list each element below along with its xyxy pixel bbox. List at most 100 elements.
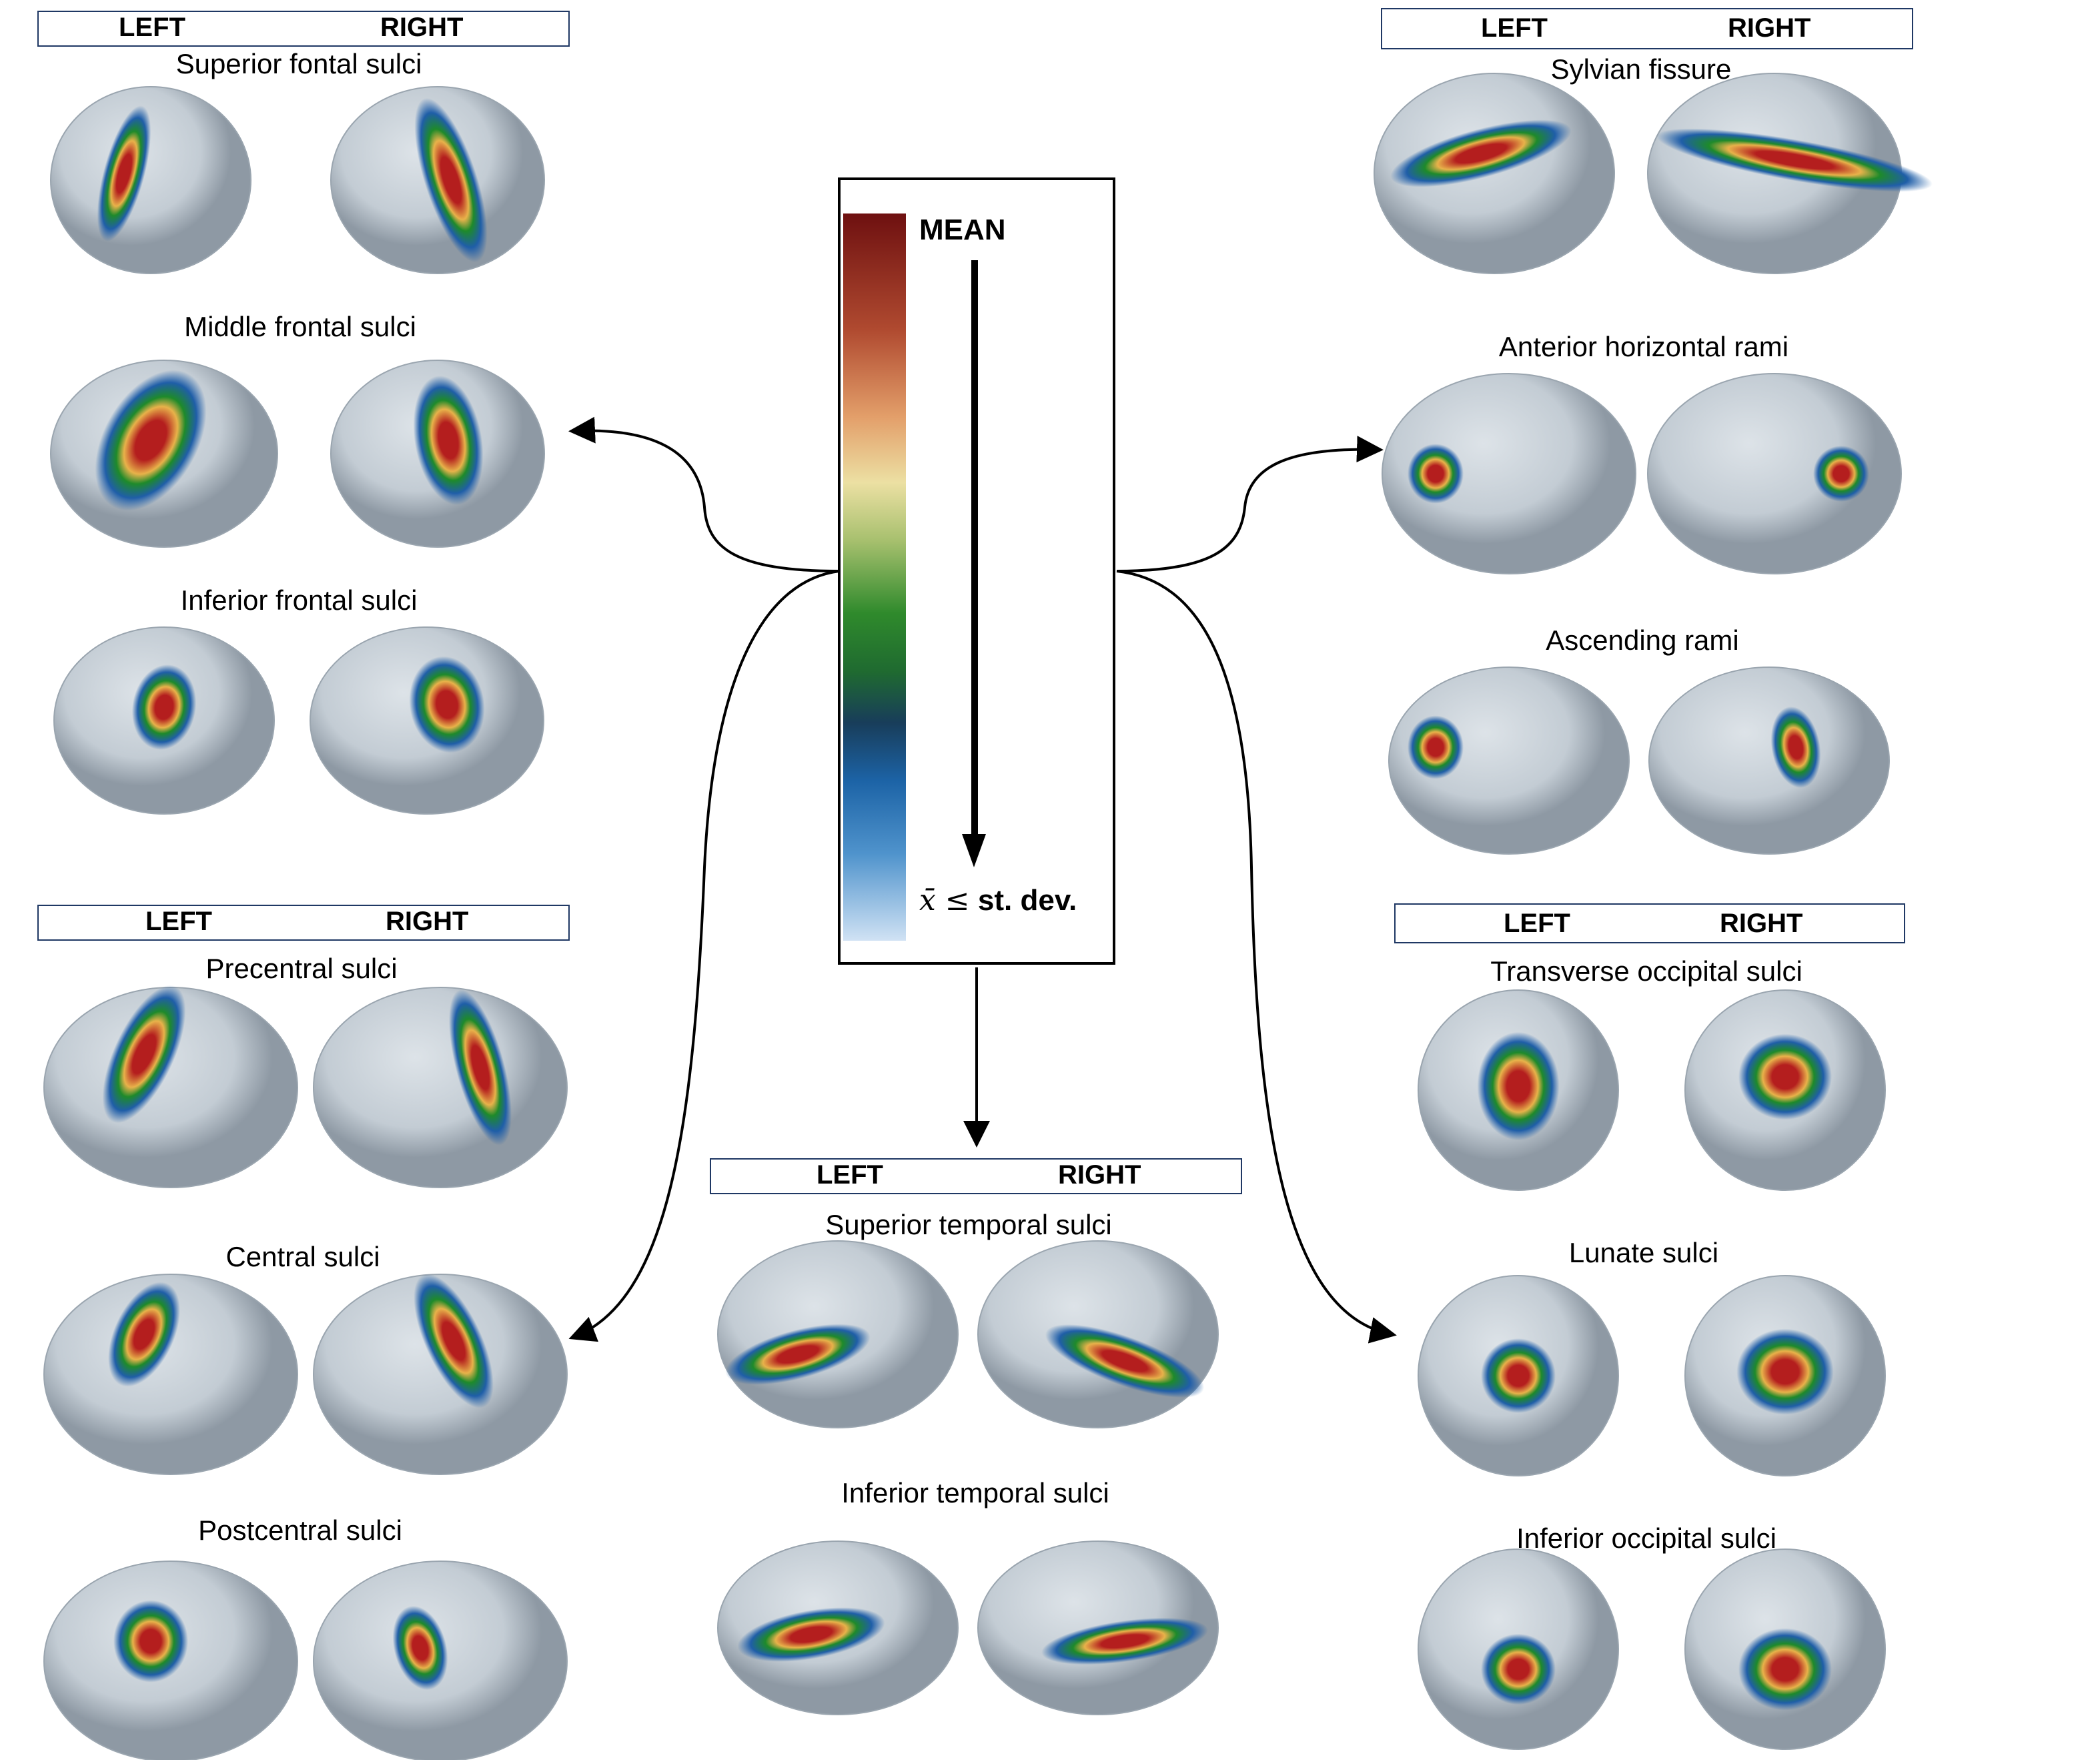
superior-frontal-sulci-left-brain bbox=[50, 86, 251, 274]
legend-mean-symbol: x̄ ≤ bbox=[919, 883, 970, 917]
anterior-horizontal-rami-left-brain bbox=[1382, 373, 1636, 574]
heatmap-blob bbox=[414, 97, 488, 263]
sylvian-fissure-left-brain bbox=[1374, 73, 1615, 274]
inferior-occipital-sulci-right-brain bbox=[1684, 1549, 1886, 1750]
postcentral-sulci-right-brain bbox=[313, 1561, 568, 1760]
header-left-label: LEFT bbox=[145, 907, 212, 936]
header-right-label: RIGHT bbox=[386, 907, 469, 936]
header-central: LEFT RIGHT bbox=[37, 905, 570, 941]
panel-title: Lunate sulci bbox=[1568, 1237, 1719, 1268]
ascending-rami-left-brain bbox=[1388, 667, 1630, 855]
central-sulci-right-brain bbox=[313, 1274, 568, 1475]
panel-title: Superior temporal sulci bbox=[825, 1209, 1112, 1240]
heatmap-blob bbox=[392, 1605, 448, 1691]
superior-temporal-sulci-right-brain bbox=[977, 1240, 1219, 1428]
middle-frontal-sulci-left-brain bbox=[50, 360, 278, 548]
postcentral-sulci-left-brain bbox=[43, 1561, 298, 1760]
legend-stdev-text: st. dev. bbox=[977, 884, 1077, 917]
heatmap-blob bbox=[108, 1282, 180, 1387]
header-left-label: LEFT bbox=[817, 1160, 883, 1190]
panel-title: Sylvian fissure bbox=[1550, 53, 1732, 85]
color-scale-bar bbox=[843, 213, 906, 941]
inferior-frontal-sulci-right-brain bbox=[310, 626, 544, 815]
brain-surface bbox=[1382, 373, 1636, 574]
header-temporal: LEFT RIGHT bbox=[710, 1158, 1242, 1194]
transverse-occipital-sulci-left-brain bbox=[1418, 989, 1619, 1191]
panel-title: Middle frontal sulci bbox=[184, 311, 416, 342]
panel-title: Ascending rami bbox=[1546, 624, 1739, 656]
panel-title: Transverse occipital sulci bbox=[1490, 955, 1802, 987]
transverse-occipital-sulci-right-brain bbox=[1684, 989, 1886, 1191]
down-arrow-icon bbox=[962, 260, 986, 867]
heatmap-blob bbox=[1656, 128, 1933, 192]
heatmap-blob bbox=[131, 665, 197, 750]
anterior-horizontal-rami-right-brain bbox=[1647, 373, 1902, 574]
heatmap-blob bbox=[1390, 119, 1572, 187]
heatmap-blob bbox=[1045, 1324, 1205, 1398]
brain-surface bbox=[1388, 667, 1630, 855]
heatmap-blob bbox=[1408, 444, 1464, 504]
color-legend: MEAN x̄ ≤ st. dev. bbox=[838, 177, 1115, 965]
precentral-sulci-right-brain bbox=[313, 987, 568, 1188]
heatmap-blob bbox=[737, 1607, 885, 1662]
heatmap-blob bbox=[413, 376, 484, 505]
lunate-sulci-right-brain bbox=[1684, 1275, 1886, 1476]
heatmap-blob bbox=[1481, 1338, 1556, 1413]
central-sulci-left-brain bbox=[43, 1274, 298, 1475]
precentral-sulci-left-brain bbox=[43, 985, 298, 1188]
header-left-label: LEFT bbox=[1481, 13, 1548, 43]
superior-frontal-sulci-right-brain bbox=[330, 86, 545, 274]
inferior-frontal-sulci-left-brain bbox=[53, 626, 275, 815]
heatmap-blob bbox=[1738, 1033, 1832, 1120]
header-right-label: RIGHT bbox=[1728, 13, 1811, 43]
panel-title: Central sulci bbox=[225, 1241, 380, 1272]
lunate-sulci-left-brain bbox=[1418, 1275, 1619, 1476]
middle-frontal-sulci-right-brain bbox=[330, 360, 545, 548]
inferior-temporal-sulci-left-brain bbox=[717, 1541, 959, 1715]
heatmap-blob bbox=[1770, 707, 1821, 788]
ascending-rami-right-brain bbox=[1648, 667, 1890, 855]
panel-title: Precentral sulci bbox=[205, 953, 398, 984]
panel-title: Inferior occipital sulci bbox=[1516, 1522, 1776, 1554]
panel-title: Anterior horizontal rami bbox=[1498, 331, 1789, 362]
heatmap-blob bbox=[97, 105, 151, 242]
heatmap-blob bbox=[102, 985, 186, 1124]
heatmap-blob bbox=[449, 989, 512, 1146]
header-right-label: RIGHT bbox=[380, 13, 464, 42]
header-left-label: LEFT bbox=[1504, 909, 1570, 938]
heatmap-blob bbox=[1813, 446, 1869, 502]
heatmap-blob bbox=[1477, 1031, 1560, 1141]
arrow-to-occipital bbox=[1116, 570, 1397, 1344]
arrow-to-sylvian bbox=[1116, 436, 1384, 572]
heatmap-blob bbox=[1738, 1628, 1832, 1711]
header-left-label: LEFT bbox=[119, 13, 185, 42]
header-frontal: LEFT RIGHT bbox=[37, 11, 570, 47]
heatmap-blob bbox=[95, 370, 207, 511]
heatmap-blob bbox=[1041, 1617, 1208, 1665]
heatmap-blob bbox=[1408, 715, 1464, 779]
superior-temporal-sulci-left-brain bbox=[717, 1240, 959, 1428]
heatmap-blob bbox=[414, 1274, 494, 1408]
legend-mean-label: MEAN bbox=[919, 213, 1006, 246]
brain-surface bbox=[1647, 373, 1902, 574]
heatmap-blob bbox=[1736, 1328, 1834, 1415]
heatmap-blob bbox=[1481, 1633, 1556, 1705]
panel-title: Postcentral sulci bbox=[198, 1514, 402, 1546]
legend-stdev-label: x̄ ≤ st. dev. bbox=[919, 883, 1077, 917]
inferior-occipital-sulci-left-brain bbox=[1418, 1549, 1619, 1750]
brain-surface bbox=[43, 1274, 298, 1475]
panel-title: Superior fontal sulci bbox=[175, 48, 422, 79]
panel-title: Inferior temporal sulci bbox=[841, 1477, 1109, 1508]
heatmap-blob bbox=[113, 1600, 188, 1683]
heatmap-blob bbox=[725, 1324, 871, 1385]
inferior-temporal-sulci-right-brain bbox=[977, 1541, 1219, 1715]
header-right-label: RIGHT bbox=[1058, 1160, 1141, 1190]
header-sylvian: LEFT RIGHT bbox=[1381, 8, 1913, 49]
header-occipital: LEFT RIGHT bbox=[1394, 903, 1905, 943]
brain-surface bbox=[1648, 667, 1890, 855]
sylvian-fissure-right-brain bbox=[1647, 73, 1933, 274]
header-right-label: RIGHT bbox=[1720, 909, 1803, 938]
